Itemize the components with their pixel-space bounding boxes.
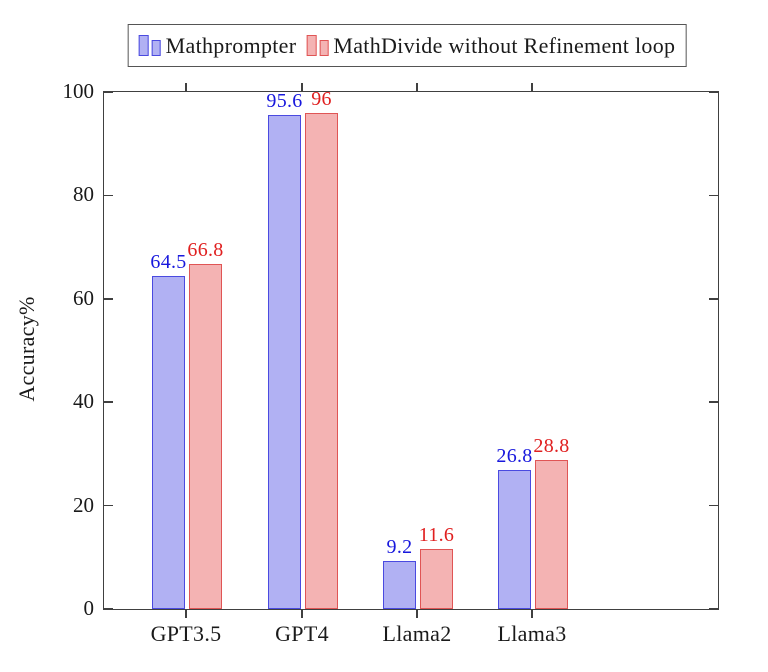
- y-tick-label: 80: [73, 182, 94, 207]
- x-category-label: GPT4: [275, 621, 329, 646]
- bar-mathprompter: [498, 470, 531, 609]
- y-tick-left: [104, 91, 113, 93]
- bar-value-label: 66.8: [187, 238, 224, 261]
- y-tick-label: 100: [62, 79, 95, 103]
- bar-value-label: 9.2: [386, 536, 413, 559]
- bar-value-label: 64.5: [150, 250, 187, 273]
- y-tick-label: 20: [73, 492, 94, 517]
- bar-mathdivide: [535, 460, 568, 609]
- x-category-label: GPT3.5: [150, 621, 222, 646]
- y-tick-right: [709, 608, 718, 610]
- y-tick-right: [709, 194, 718, 197]
- bar-mathprompter: [383, 561, 416, 609]
- y-tick-label: 0: [83, 596, 95, 620]
- x-tick-bottom: [301, 609, 303, 618]
- red-bars-legend-icon: [306, 35, 329, 56]
- y-tick-left: [104, 298, 113, 300]
- x-tick-bottom: [416, 609, 418, 618]
- legend-entry-mathdivide: MathDivide without Refinement loop: [306, 33, 675, 59]
- y-tick-right: [709, 504, 718, 507]
- y-tick-right: [709, 91, 718, 93]
- bar-mathprompter: [152, 275, 185, 609]
- bar-mathdivide: [420, 549, 453, 609]
- x-tick-top: [301, 83, 303, 91]
- y-tick-label: 60: [73, 285, 94, 310]
- bar-value-label: 95.6: [266, 89, 303, 112]
- bar-mathdivide: [305, 112, 338, 609]
- x-tick-top: [185, 83, 187, 91]
- y-tick-left: [104, 504, 113, 507]
- x-tick-top: [531, 83, 533, 91]
- blue-bars-legend-icon: [138, 35, 161, 56]
- legend-label: Mathprompter: [165, 32, 297, 58]
- y-tick-left: [104, 401, 113, 403]
- x-category-label: Llama2: [382, 621, 452, 646]
- bar-mathdivide: [189, 263, 222, 609]
- y-tick-left: [104, 608, 113, 610]
- legend-label: MathDivide without Refinement loop: [333, 32, 676, 58]
- bar-value-label: 28.8: [533, 435, 570, 458]
- x-tick-top: [416, 83, 418, 91]
- bar-value-label: 96: [311, 87, 332, 110]
- y-tick-left: [104, 194, 113, 197]
- y-axis-title: Accuracy%: [14, 296, 39, 402]
- y-tick-label: 40: [73, 389, 94, 414]
- chart-legend: Mathprompter MathDivide without Refineme…: [127, 24, 687, 67]
- bar-mathprompter: [268, 114, 301, 609]
- plot-area: 64.5 66.8 95.6 96 9.2 11.6 26.8 28.8: [103, 87, 719, 610]
- x-tick-bottom: [531, 609, 533, 618]
- bar-value-label: 26.8: [496, 445, 533, 468]
- y-tick-right: [709, 401, 718, 403]
- y-tick-right: [709, 298, 718, 300]
- x-category-label: Llama3: [497, 621, 567, 646]
- x-tick-bottom: [185, 609, 187, 618]
- bar-value-label: 11.6: [418, 524, 455, 547]
- legend-entry-mathprompter: Mathprompter: [138, 32, 297, 59]
